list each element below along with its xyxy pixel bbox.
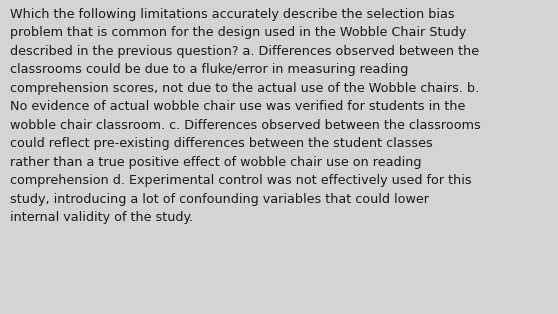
Text: Which the following limitations accurately describe the selection bias
problem t: Which the following limitations accurate… bbox=[10, 8, 481, 224]
